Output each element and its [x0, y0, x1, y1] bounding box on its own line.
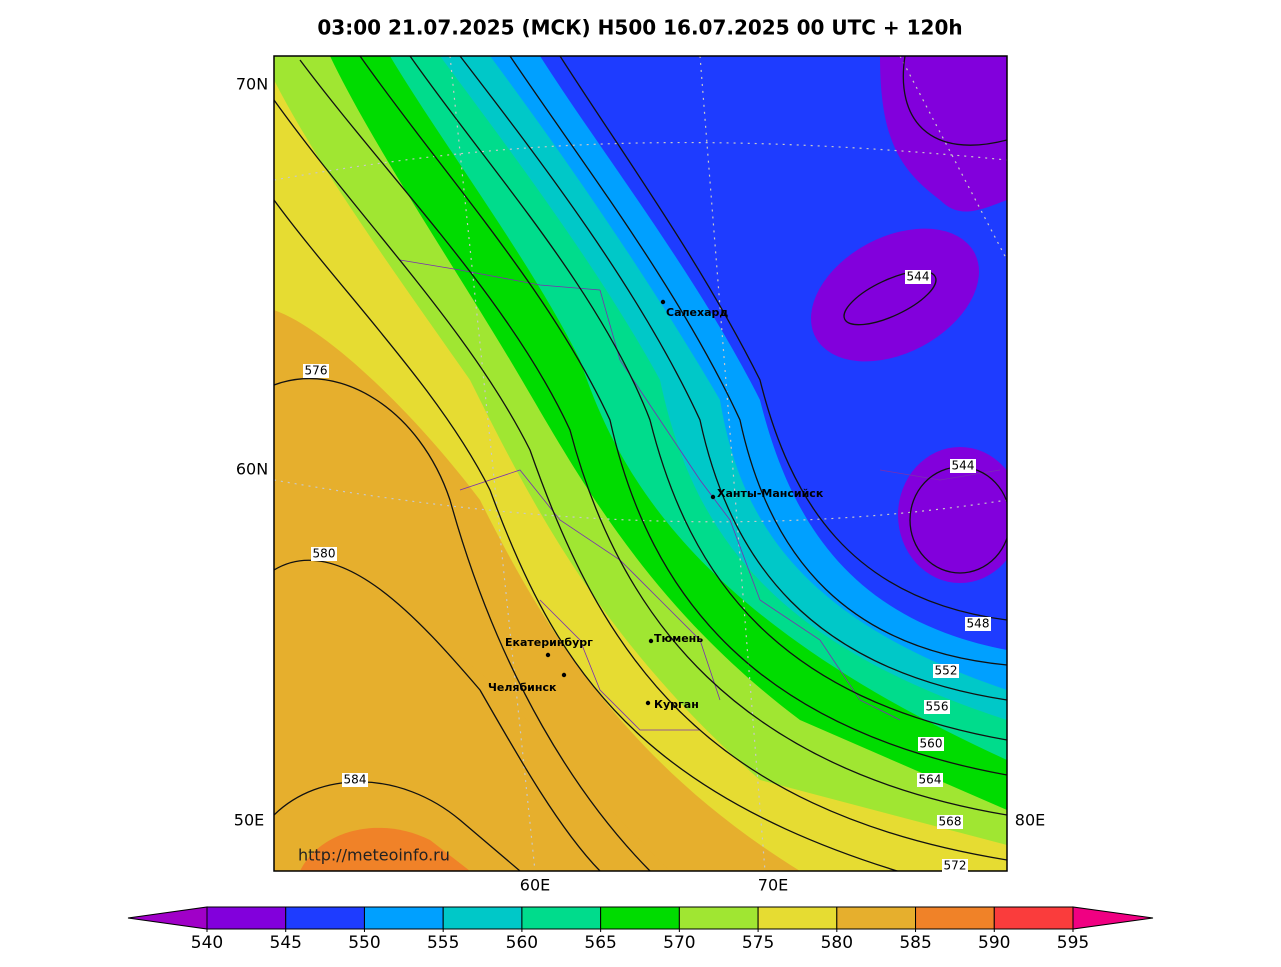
city-label: Ханты-Мансийск [717, 487, 824, 500]
colorbar-segment [915, 906, 995, 930]
contour-label-bg [905, 270, 931, 284]
contour-label: 564 [919, 773, 942, 787]
colorbar-segment [206, 906, 287, 930]
contour-label-bg [311, 547, 337, 561]
contour-label: 548 [967, 617, 990, 631]
contour-label: 544 [907, 270, 930, 284]
colorbar-segment [285, 906, 365, 930]
colorbar-segment [993, 906, 1074, 930]
url: http://meteoinfo.ru [298, 846, 450, 865]
contour-label: 556 [926, 700, 949, 714]
lat-label: 60N [236, 460, 268, 479]
colorbar-tick-label: 565 [584, 933, 616, 953]
contour-label-bg [924, 700, 950, 714]
colorbar-tick-label: 540 [191, 933, 223, 953]
city-dot [710, 494, 716, 500]
colorbar-tick-label: 595 [1057, 933, 1089, 953]
title: 03:00 21.07.2025 (МСК) H500 16.07.2025 0… [317, 16, 962, 40]
colorbar-tick-label: 570 [663, 933, 695, 953]
colorbar-tick-label: 585 [899, 933, 931, 953]
colorbar-segment [521, 906, 602, 930]
city-label: Тюмень [654, 632, 703, 645]
city-label: Курган [654, 698, 699, 711]
colorbar-segment [363, 906, 444, 930]
contour-label-bg [965, 617, 991, 631]
city-dot [545, 652, 551, 658]
colorbar-segment [678, 906, 759, 930]
colorbar-segment [836, 906, 917, 930]
contour-label: 568 [939, 815, 962, 829]
colorbar-extend [1072, 906, 1154, 930]
contour-label-bg [937, 815, 963, 829]
city-dot [645, 700, 651, 706]
contour-label: 584 [344, 773, 367, 787]
colorbar-tick-label: 545 [270, 933, 302, 953]
contour-label-bg [917, 773, 943, 787]
colorbar-tick-label: 575 [742, 933, 774, 953]
contour-label-bg [303, 364, 329, 378]
colorbar-extend [127, 906, 208, 930]
colorbar-tick-label: 550 [348, 933, 380, 953]
contour-label: 576 [305, 364, 328, 378]
colorbar-tick-label: 555 [427, 933, 459, 953]
city-dot [561, 672, 567, 678]
contour-label-bg [942, 859, 968, 873]
colorbar-segment [757, 906, 838, 930]
contour-label: 560 [920, 737, 943, 751]
city-dot [660, 299, 666, 305]
colorbar-segment [442, 906, 523, 930]
colorbar-tick-label: 560 [506, 933, 538, 953]
map-frame [273, 55, 1008, 872]
city-label: Салехард [666, 306, 728, 319]
map-field [274, 56, 1007, 871]
contour-label: 552 [935, 664, 958, 678]
contour-label: 544 [952, 459, 975, 473]
contour-label: 572 [944, 859, 967, 873]
city-label: Екатеринбург [505, 636, 593, 649]
colorbar-tick-label: 580 [821, 933, 853, 953]
contour-label-bg [918, 737, 944, 751]
lon-label: 80E [1015, 811, 1045, 830]
contour-label-bg [933, 664, 959, 678]
colorbar-tick-label: 590 [978, 933, 1010, 953]
colorbar-segment [600, 906, 680, 930]
city-label: Челябинск [488, 681, 557, 694]
lat-label: 70N [236, 75, 268, 94]
contour-label-bg [342, 773, 368, 787]
lon-label: 50E [234, 811, 264, 830]
contour-label-bg [950, 459, 976, 473]
lon-label: 70E [758, 876, 788, 895]
lon-label: 60E [520, 876, 550, 895]
contour-label: 580 [313, 547, 336, 561]
city-dot [648, 638, 654, 644]
